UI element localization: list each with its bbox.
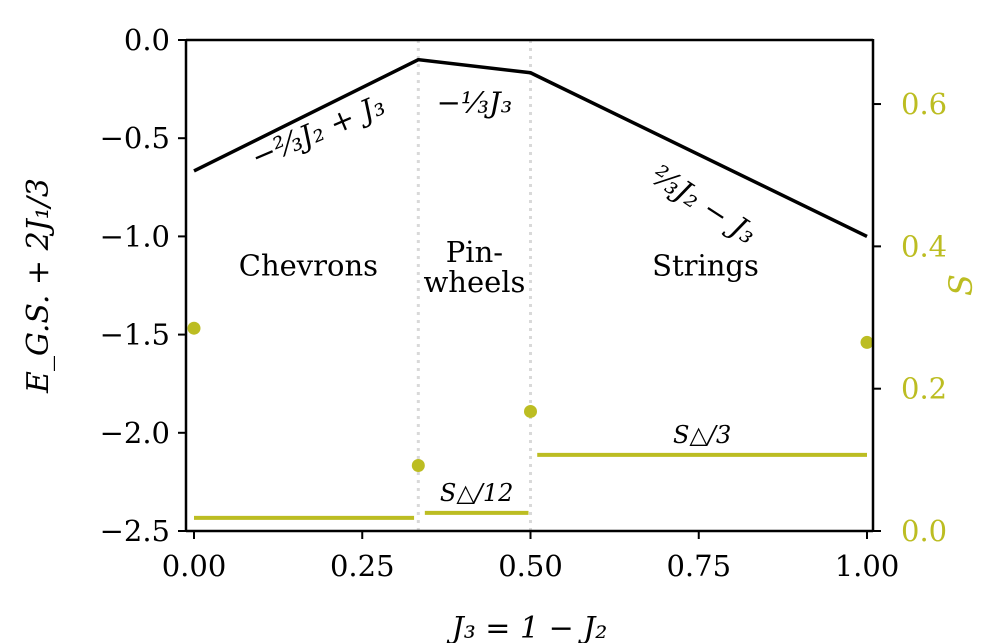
y-left-tick-label: 0.0 bbox=[124, 23, 170, 57]
phase-label: Strings bbox=[652, 249, 759, 283]
energy-annotation: −⅔J₂ + J₃ bbox=[246, 88, 390, 175]
y-right-tick-label: 0.2 bbox=[901, 372, 947, 406]
x-tick-label: 0.75 bbox=[666, 549, 731, 583]
x-tick-label: 1.00 bbox=[835, 549, 900, 583]
entropy-series: S△/12 S△/3 bbox=[187, 321, 874, 520]
x-tick-label: 0.25 bbox=[330, 549, 395, 583]
y-right-tick-label: 0.4 bbox=[901, 229, 947, 263]
energy-series bbox=[193, 57, 868, 238]
energy-annotation: −⅓J₃ bbox=[437, 86, 513, 120]
axes: 0.00 0.25 0.50 0.75 1.000.0−0.5−1.0−1.5−2.0−… bbox=[100, 23, 948, 583]
entropy-point bbox=[524, 404, 537, 418]
energy-annotation: ⅔J₂ − J₃ bbox=[646, 158, 763, 250]
entropy-point bbox=[187, 321, 201, 335]
phase-label: Pin- bbox=[446, 235, 503, 269]
y-left-axis-label: E_G.S. + 2J₁/3 bbox=[21, 178, 56, 394]
entropy-point bbox=[860, 335, 874, 349]
entropy-point bbox=[411, 459, 425, 473]
y-left-tick-label: −2.5 bbox=[100, 514, 170, 548]
phase-boundaries bbox=[416, 40, 532, 531]
y-left-tick-label: −0.5 bbox=[100, 121, 170, 155]
phase-label: wheels bbox=[423, 265, 525, 299]
y-left-tick-label: −1.0 bbox=[100, 219, 170, 253]
entropy-level-label: S△/12 bbox=[440, 479, 514, 507]
y-left-tick-label: −1.5 bbox=[100, 318, 170, 352]
x-tick-label: 0.50 bbox=[498, 549, 563, 583]
energy-line bbox=[193, 57, 868, 238]
y-right-axis-label: S bbox=[942, 274, 980, 296]
entropy-level-label: S△/3 bbox=[673, 421, 731, 449]
y-left-tick-label: −2.0 bbox=[100, 416, 170, 450]
phase-label: Chevrons bbox=[239, 249, 378, 283]
annotations: Chevrons Pin-wheels Strings −⅔J₂ + J₃ −⅓J₃ ⅔J… bbox=[239, 86, 763, 299]
axis-labels: J₃ = 1 − J₂ E_G.S. + 2J₁/3 S bbox=[21, 178, 980, 643]
x-tick-label: 0.00 bbox=[162, 549, 227, 583]
x-axis-label: J₃ = 1 − J₂ bbox=[446, 611, 608, 643]
y-right-tick-label: 0.0 bbox=[901, 514, 947, 548]
y-right-tick-label: 0.6 bbox=[901, 87, 947, 121]
